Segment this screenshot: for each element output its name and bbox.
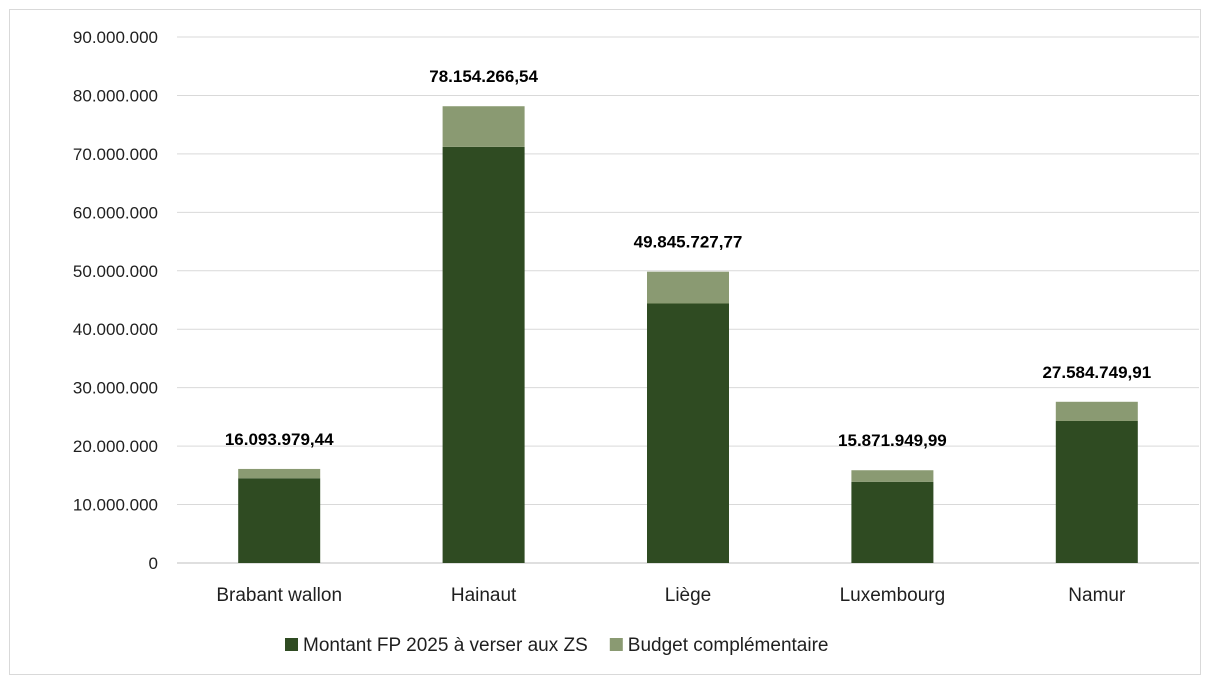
x-tick-label: Brabant wallon (216, 585, 342, 606)
bar-montant-fp (1055, 420, 1138, 563)
y-tick-label: 90.000.000 (73, 28, 158, 47)
x-tick-label: Namur (1068, 585, 1126, 606)
y-tick-label: 30.000.000 (73, 379, 158, 398)
legend-label: Budget complémentaire (628, 635, 829, 656)
bar-montant-fp (442, 146, 525, 563)
legend: Montant FP 2025 à verser aux ZS Budget co… (285, 635, 828, 656)
y-tick-label: 10.000.000 (73, 496, 158, 515)
legend-swatch-montant-fp (285, 638, 298, 651)
bar-budget-complementaire (1055, 401, 1138, 421)
y-tick-label: 40.000.000 (73, 320, 158, 339)
x-tick-label: Luxembourg (840, 585, 946, 606)
legend-label: Montant FP 2025 à verser aux ZS (303, 635, 588, 656)
y-tick-label: 20.000.000 (73, 437, 158, 456)
bar-budget-complementaire (238, 468, 321, 479)
total-data-label: 15.871.949,99 (838, 431, 947, 450)
bar-montant-fp (238, 478, 321, 563)
y-tick-label: 70.000.000 (73, 145, 158, 164)
y-tick-label: 80.000.000 (73, 86, 158, 105)
y-tick-label: 50.000.000 (73, 262, 158, 281)
legend-swatch-budget-complementaire (609, 638, 623, 651)
total-data-label: 27.584.749,91 (1042, 363, 1151, 382)
y-tick-label: 0 (149, 554, 158, 573)
y-axis-ticks: 0 10.000.000 20.000.000 30.000.000 40.000.00… (73, 28, 158, 573)
total-data-label: 78.154.266,54 (429, 67, 538, 86)
chart-area (9, 9, 1201, 675)
data-labels: 16.093.979,44 78.154.266,54 49.845.727,77 1… (225, 67, 1151, 450)
bar-budget-complementaire (851, 470, 934, 482)
bar-budget-complementaire (647, 271, 729, 304)
bars (238, 106, 1138, 563)
x-axis-ticks: Brabant wallon Hainaut Liège Luxembourg Namu… (216, 585, 1126, 606)
bar-budget-complementaire (442, 106, 525, 147)
total-data-label: 49.845.727,77 (634, 233, 743, 252)
y-tick-label: 60.000.000 (73, 203, 158, 222)
total-data-label: 16.093.979,44 (225, 430, 334, 449)
gridlines (177, 36, 1199, 564)
x-tick-label: Hainaut (451, 585, 517, 606)
x-tick-label: Liège (665, 585, 712, 606)
bar-montant-fp (647, 303, 729, 563)
bar-montant-fp (851, 481, 934, 563)
